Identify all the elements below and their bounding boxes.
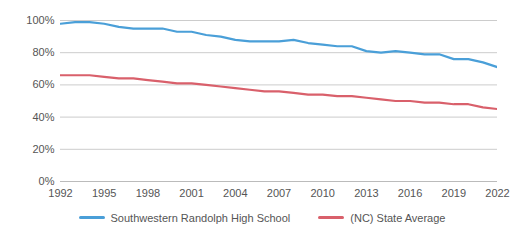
svg-text:100%: 100% bbox=[26, 14, 54, 26]
svg-text:2022: 2022 bbox=[485, 187, 509, 199]
svg-text:60%: 60% bbox=[32, 78, 54, 90]
html-text:Southwestern Randolph High Sch: Southwestern Randolph High School bbox=[110, 211, 291, 224]
svg-text:2004: 2004 bbox=[223, 187, 247, 199]
svg-text:2007: 2007 bbox=[267, 187, 291, 199]
svg-text:2019: 2019 bbox=[442, 187, 466, 199]
svg-text:20%: 20% bbox=[32, 143, 54, 155]
svg-text:40%: 40% bbox=[32, 111, 54, 123]
svg-text:2010: 2010 bbox=[310, 187, 334, 199]
svg-text:1992: 1992 bbox=[48, 187, 72, 199]
svg-text:1998: 1998 bbox=[136, 187, 160, 199]
svg-text:80%: 80% bbox=[32, 46, 54, 58]
svg-text:2016: 2016 bbox=[398, 187, 422, 199]
svg-text:1995: 1995 bbox=[92, 187, 116, 199]
svg-text:2013: 2013 bbox=[354, 187, 378, 199]
html-text:(NC) State Average: (NC) State Average bbox=[350, 211, 446, 224]
svg-text:2001: 2001 bbox=[179, 187, 203, 199]
svg-text:0%: 0% bbox=[39, 175, 55, 187]
